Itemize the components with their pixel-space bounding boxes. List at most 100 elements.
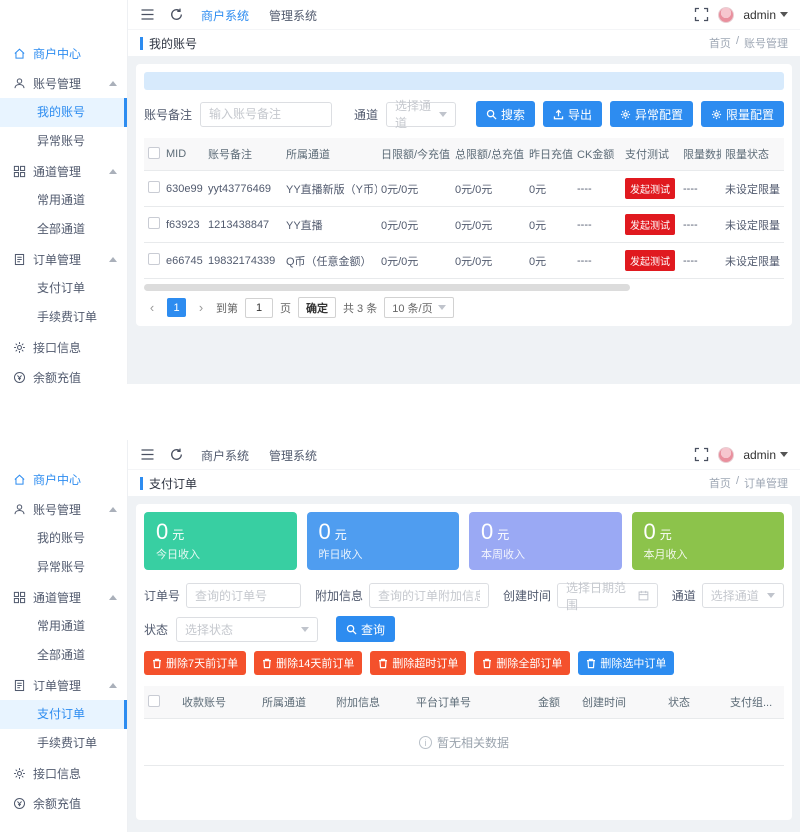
limit-config-button[interactable]: 限量配置 <box>700 101 784 127</box>
sidebar-item-abnormal-accounts[interactable]: 异常账号 <box>37 134 86 148</box>
coin-icon <box>13 797 26 810</box>
avatar[interactable] <box>718 6 735 23</box>
sidebar-item-label: 订单管理 <box>33 678 82 693</box>
breadcrumb-current: 账号管理 <box>744 38 788 50</box>
prev-page-button[interactable]: ‹ <box>149 300 155 315</box>
abnormal-config-button[interactable]: 异常配置 <box>609 101 693 127</box>
channel-select[interactable]: 选择通道 <box>701 583 784 608</box>
pay-test-button[interactable]: 发起测试 <box>625 178 675 199</box>
tab-admin-system[interactable]: 管理系统 <box>269 449 318 463</box>
sidebar-item-common-channels[interactable]: 常用通道 <box>37 619 86 633</box>
sidebar-item-api-info[interactable]: 接口信息 <box>0 758 127 788</box>
sidebar-item-merchant-center[interactable]: 商户中心 <box>0 38 127 68</box>
sidebar-item-abnormal-accounts[interactable]: 异常账号 <box>37 560 86 574</box>
order-no-input[interactable] <box>186 583 302 608</box>
jump-page-input[interactable] <box>245 297 273 318</box>
user-menu[interactable]: admin <box>743 8 788 22</box>
export-icon <box>553 109 564 119</box>
sidebar-item-label: 余额充值 <box>33 370 82 385</box>
breadcrumb-home[interactable]: 首页 <box>708 478 731 490</box>
sidebar-item-all-channels[interactable]: 全部通道 <box>37 648 86 662</box>
breadcrumb-current: 订单管理 <box>744 478 788 490</box>
delete-all-button[interactable]: 删除全部订单 <box>474 651 571 675</box>
search-icon <box>346 624 357 635</box>
table-row: 630e99 yyt43776469 YY直播新版（Y币） 0元/0元 0元/0… <box>144 170 784 207</box>
sidebar-item-account-mgmt[interactable]: 账号管理 <box>0 68 127 98</box>
sidebar-item-all-channels[interactable]: 全部通道 <box>37 222 86 236</box>
tab-merchant-system[interactable]: 商户系统 <box>201 9 250 23</box>
sidebar-item-api-info[interactable]: 接口信息 <box>0 332 127 362</box>
user-menu[interactable]: admin <box>743 448 788 462</box>
sidebar-item-order-mgmt[interactable]: 订单管理 <box>0 670 127 700</box>
breadcrumb-home[interactable]: 首页 <box>708 38 731 50</box>
sidebar-item-channel-mgmt[interactable]: 通道管理 <box>0 582 127 612</box>
sidebar-item-balance-recharge[interactable]: 余额充值 <box>0 788 127 818</box>
order-icon <box>13 253 26 266</box>
export-button[interactable]: 导出 <box>542 101 602 127</box>
jump-confirm-button[interactable]: 确定 <box>298 297 336 318</box>
scrollbar-thumb[interactable] <box>144 284 631 291</box>
breadcrumb: 首页 / 订单管理 <box>708 475 788 490</box>
page-header: 支付订单 首页 / 订单管理 <box>128 470 800 496</box>
remark-input[interactable] <box>200 101 333 127</box>
delete-selected-button[interactable]: 删除选中订单 <box>578 651 675 675</box>
sidebar-collapse-icon[interactable] <box>140 7 155 22</box>
sidebar-item-account-mgmt[interactable]: 账号管理 <box>0 494 127 524</box>
avatar[interactable] <box>718 446 735 463</box>
tab-admin-system[interactable]: 管理系统 <box>269 9 318 23</box>
sidebar-item-pay-orders[interactable]: 支付订单 <box>37 281 86 295</box>
sidebar-item-label: 通道管理 <box>33 164 82 179</box>
row-checkbox[interactable] <box>148 217 160 229</box>
sidebar-item-pay-orders[interactable]: 支付订单 <box>0 700 127 729</box>
sidebar-item-my-accounts[interactable]: 我的账号 <box>0 98 127 127</box>
total-count: 共 3 条 <box>343 302 378 315</box>
page-size-select[interactable]: 10 条/页 <box>384 297 454 318</box>
tab-merchant-system[interactable]: 商户系统 <box>201 449 250 463</box>
topbar: 商户系统 管理系统 admin <box>128 0 800 30</box>
sidebar-item-my-accounts[interactable]: 我的账号 <box>37 531 86 545</box>
extra-info-label: 附加信息 <box>315 589 364 603</box>
delete-7days-button[interactable]: 删除7天前订单 <box>144 651 247 675</box>
sidebar-item-order-mgmt[interactable]: 订单管理 <box>0 244 127 274</box>
sidebar-item-merchant-center[interactable]: 商户中心 <box>0 464 127 494</box>
sidebar-item-common-channels[interactable]: 常用通道 <box>37 193 86 207</box>
sidebar-item-fee-orders[interactable]: 手续费订单 <box>37 310 98 324</box>
sidebar-collapse-icon[interactable] <box>140 447 155 462</box>
notice-banner <box>144 72 784 90</box>
pay-test-button[interactable]: 发起测试 <box>625 214 675 235</box>
chevron-down-icon <box>301 626 310 632</box>
date-range-picker[interactable]: 选择日期范围 <box>557 581 658 612</box>
sidebar-item-label: 商户中心 <box>33 46 82 61</box>
accounts-card: 账号备注 通道 选择通道 搜索 导出 <box>136 64 792 326</box>
row-checkbox[interactable] <box>148 253 160 265</box>
fullscreen-icon[interactable] <box>694 7 709 22</box>
current-page-button[interactable]: 1 <box>167 298 186 317</box>
select-all-checkbox[interactable] <box>148 694 160 707</box>
trash-icon <box>379 658 388 668</box>
table-header-row: MID 账号备注 所属通道 日限额/今充值 总限额/总充值 昨日充值 CK金额 … <box>144 138 784 171</box>
trash-icon <box>263 658 272 668</box>
row-checkbox[interactable] <box>148 181 160 193</box>
search-button[interactable]: 搜索 <box>475 101 535 127</box>
horizontal-scrollbar[interactable] <box>144 284 784 291</box>
sidebar-item-channel-mgmt[interactable]: 通道管理 <box>0 156 127 186</box>
empty-state: i 暂无相关数据 <box>418 734 509 751</box>
refresh-icon[interactable] <box>169 7 184 22</box>
delete-timeout-button[interactable]: 删除超时订单 <box>370 651 467 675</box>
channel-select[interactable]: 选择通道 <box>386 99 456 130</box>
info-icon: i <box>418 736 432 749</box>
channel-icon <box>13 591 26 604</box>
pay-test-button[interactable]: 发起测试 <box>625 250 675 271</box>
status-select[interactable]: 选择状态 <box>176 616 319 642</box>
next-page-button[interactable]: › <box>198 300 204 315</box>
delete-14days-button[interactable]: 删除14天前订单 <box>254 651 363 675</box>
query-button[interactable]: 查询 <box>336 616 396 642</box>
refresh-icon[interactable] <box>169 447 184 462</box>
select-all-checkbox[interactable] <box>148 146 160 159</box>
sidebar-item-fee-orders[interactable]: 手续费订单 <box>37 736 98 750</box>
fullscreen-icon[interactable] <box>694 447 709 462</box>
sidebar-item-balance-recharge[interactable]: 余额充值 <box>0 362 127 384</box>
pagination: ‹ 1 › 到第 页 确定 共 3 条 10 条/页 <box>144 297 784 318</box>
extra-info-input[interactable] <box>369 583 490 608</box>
